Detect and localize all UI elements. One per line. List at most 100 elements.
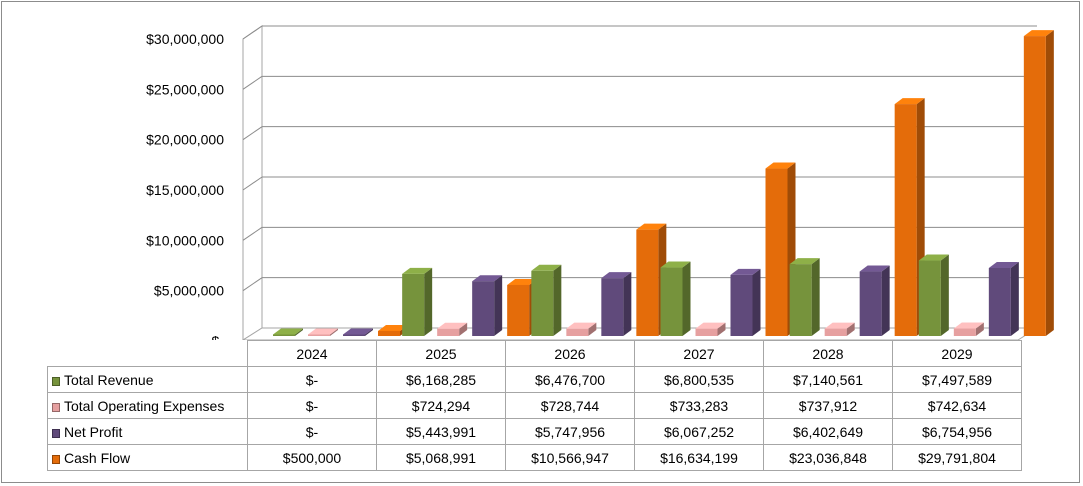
- bar-front: [1023, 36, 1046, 337]
- bar: [918, 254, 949, 336]
- bar-top: [437, 322, 468, 329]
- table-row: Cash Flow $500,000 $5,068,991 $10,566,947 $1…: [47, 444, 1022, 471]
- bar-front: [730, 274, 753, 336]
- bar-front: [507, 284, 530, 336]
- bar: [531, 264, 562, 336]
- legend-label: Total Operating Expenses: [64, 397, 225, 414]
- bar: [824, 322, 855, 336]
- data-label: $6,476,700: [505, 366, 635, 393]
- bar-top: [308, 328, 338, 335]
- bar-top: [918, 254, 949, 261]
- bar-top: [789, 258, 820, 265]
- legend-entry: Total Operating Expenses: [47, 392, 248, 419]
- gridline-side: [242, 176, 263, 191]
- data-label: $742,634: [892, 392, 1022, 419]
- bar-top: [695, 322, 726, 329]
- bar-side: [881, 265, 890, 336]
- legend-entry: Net Profit: [47, 418, 248, 445]
- bar-side: [588, 322, 597, 336]
- bar: [660, 261, 691, 336]
- bar: [402, 267, 433, 336]
- x-tick-label: 2026: [505, 340, 635, 367]
- data-label: $23,036,848: [763, 444, 893, 471]
- bar-front: [660, 267, 683, 336]
- data-label: $6,754,956: [892, 418, 1022, 445]
- data-label: $6,067,252: [634, 418, 764, 445]
- bar-front: [988, 268, 1011, 336]
- bar: [953, 322, 984, 336]
- bar-side: [1010, 262, 1019, 336]
- legend-label: Total Revenue: [64, 371, 154, 388]
- y-tick-label: $-: [212, 333, 225, 340]
- legend-label: Net Profit: [64, 423, 123, 440]
- bar-side: [553, 264, 562, 336]
- bar-front: [308, 334, 330, 336]
- legend-swatch: [52, 454, 60, 464]
- data-label: $5,443,991: [376, 418, 506, 445]
- bar-front: [824, 328, 847, 336]
- bar: [472, 275, 503, 336]
- bar-top: [507, 278, 538, 285]
- bar-top: [636, 223, 667, 230]
- table-row: Total Operating Expenses $- $724,294 $728,7…: [47, 392, 1022, 419]
- bar-side: [459, 322, 468, 336]
- bar-top: [472, 275, 503, 282]
- legend-swatch: [52, 428, 60, 438]
- bar-front: [918, 260, 941, 336]
- bar-top: [859, 265, 890, 272]
- x-tick-label: 2027: [634, 340, 764, 367]
- gridline-side: [242, 25, 263, 40]
- data-label: $7,497,589: [892, 366, 1022, 393]
- bar-top: [566, 322, 597, 329]
- data-table: 2024 2025 2026 2027 2028 2029 Total Revenue $- $…: [47, 340, 1022, 471]
- bar-top: [601, 272, 632, 279]
- bar-front: [437, 328, 460, 336]
- bar-side: [940, 254, 949, 336]
- data-label: $7,140,561: [763, 366, 893, 393]
- x-tick-label: 2024: [247, 340, 377, 367]
- y-tick-label: $5,000,000: [154, 283, 224, 299]
- x-tick-label: 2029: [892, 340, 1022, 367]
- x-tick-label: 2025: [376, 340, 506, 367]
- data-label: $-: [247, 418, 377, 445]
- bar-top: [343, 328, 373, 335]
- bar: [273, 328, 303, 336]
- bar: [437, 322, 468, 336]
- data-label: $737,912: [763, 392, 893, 419]
- bar-front: [531, 270, 554, 336]
- bars: [273, 30, 1054, 337]
- bar-side: [494, 275, 503, 336]
- bar-front: [378, 330, 400, 336]
- bar: [730, 268, 761, 336]
- bar-top: [378, 324, 408, 331]
- gridline-side: [242, 277, 263, 292]
- bar-front: [566, 328, 589, 336]
- data-label: $5,068,991: [376, 444, 506, 471]
- bar-side: [295, 328, 303, 336]
- bar-side: [717, 322, 726, 336]
- gridline-side: [242, 226, 263, 241]
- bar-front: [953, 328, 976, 336]
- bar-side: [846, 322, 855, 336]
- x-tick-label: 2028: [763, 340, 893, 367]
- y-axis-tick-labels: $- $5,000,000 $10,000,000 $15,000,000 $20,00…: [146, 31, 224, 340]
- legend-entry: Cash Flow: [47, 444, 248, 471]
- bar-front: [343, 334, 365, 336]
- bar: [894, 98, 925, 336]
- table-corner: [48, 341, 248, 367]
- bar-front: [695, 328, 718, 336]
- bar-top: [730, 268, 761, 275]
- legend-label: Cash Flow: [64, 449, 131, 466]
- data-label: $5,747,956: [505, 418, 635, 445]
- y-tick-label: $10,000,000: [146, 232, 224, 248]
- data-label: $724,294: [376, 392, 506, 419]
- bar-front: [402, 273, 425, 336]
- bar-side: [623, 272, 632, 336]
- data-label: $6,800,535: [634, 366, 764, 393]
- y-tick-label: $30,000,000: [146, 31, 224, 47]
- chart-plot: $- $5,000,000 $10,000,000 $15,000,000 $20,00…: [146, 25, 1054, 340]
- bar-side: [975, 322, 984, 336]
- data-label: $-: [247, 366, 377, 393]
- bar-front: [765, 168, 788, 336]
